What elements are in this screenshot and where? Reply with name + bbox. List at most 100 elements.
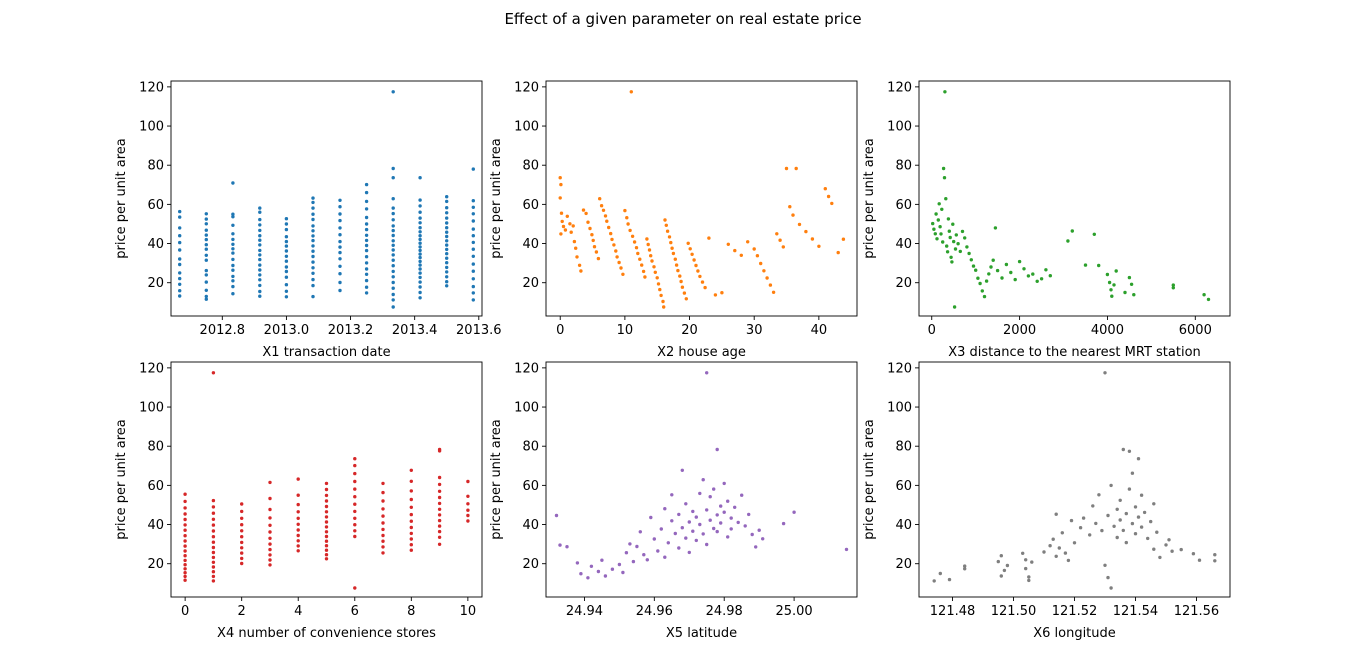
data-point [437, 475, 442, 480]
y-axis-label: price per unit area [862, 419, 877, 540]
data-point [677, 512, 681, 517]
data-point [445, 226, 449, 230]
data-point [183, 492, 187, 496]
data-point [1004, 262, 1009, 267]
data-point [659, 293, 663, 298]
data-point [324, 530, 329, 534]
data-point [311, 277, 315, 282]
data-point [178, 209, 182, 214]
data-point [183, 534, 187, 538]
data-point [409, 512, 413, 517]
y-tick-label: 80 [522, 159, 539, 174]
data-point [338, 212, 342, 216]
data-point [296, 516, 300, 520]
data-point [324, 534, 329, 539]
data-point [445, 270, 449, 274]
subplot-6: 121.48 121.50 121.52 121.54 121.56 20 40 60 80 10… [862, 361, 1231, 641]
data-point [240, 529, 244, 533]
data-point [231, 215, 235, 219]
data-point [584, 211, 588, 216]
x-tick-label: 24.98 [706, 604, 743, 619]
data-point [1030, 560, 1034, 564]
data-point [940, 207, 944, 211]
data-point [437, 535, 442, 539]
data-point [204, 258, 208, 262]
data-point [715, 513, 719, 517]
data-point [296, 544, 300, 548]
data-point [418, 296, 422, 300]
data-point [409, 537, 413, 541]
data-point [671, 251, 676, 256]
data-point [1136, 457, 1141, 461]
data-point [437, 482, 442, 487]
data-point [575, 561, 580, 565]
data-point [559, 211, 564, 215]
data-point [594, 250, 599, 254]
x-tick-label: 24.96 [636, 604, 673, 619]
x-axis-label: X3 distance to the nearest MRT station [948, 345, 1201, 360]
data-point [284, 295, 289, 299]
data-point [418, 198, 422, 202]
y-tick-label: 80 [895, 440, 912, 455]
data-point [178, 276, 182, 281]
data-point [353, 502, 357, 506]
data-point [445, 243, 449, 247]
data-point [418, 245, 422, 249]
data-point [338, 250, 342, 255]
y-tick-label: 80 [522, 440, 539, 455]
data-point [739, 253, 743, 257]
data-point [324, 481, 329, 486]
y-tick-label: 120 [514, 361, 539, 376]
data-point [1083, 263, 1088, 267]
data-point [1121, 447, 1126, 452]
data-point [211, 511, 216, 515]
data-point [284, 217, 289, 221]
data-point [575, 255, 579, 259]
y-tick-label: 100 [887, 120, 912, 135]
data-point [258, 278, 262, 282]
data-point [631, 559, 636, 564]
data-point [211, 550, 216, 555]
y-tick-label: 100 [139, 401, 164, 416]
data-point [663, 218, 667, 222]
y-tick-label: 40 [522, 237, 539, 252]
y-tick-label: 120 [887, 361, 912, 376]
data-point [733, 505, 737, 509]
data-point [621, 272, 625, 276]
data-point [258, 238, 262, 242]
data-point [284, 227, 289, 232]
data-point [364, 227, 369, 232]
y-tick-label: 120 [139, 80, 164, 95]
data-point [559, 182, 563, 187]
y-tick-label: 20 [522, 557, 539, 572]
data-point [409, 479, 413, 483]
data-point [610, 567, 615, 571]
data-point [381, 545, 385, 549]
data-point [391, 218, 395, 222]
data-point [1094, 521, 1098, 526]
data-point [1164, 543, 1168, 547]
y-tick-label: 20 [895, 276, 912, 291]
data-point [183, 517, 187, 522]
data-point [364, 233, 369, 237]
data-point [1123, 290, 1127, 295]
data-point [696, 269, 700, 273]
data-point [445, 252, 449, 256]
data-point [823, 187, 827, 191]
data-point [1027, 578, 1031, 583]
data-point [178, 240, 182, 245]
data-point [471, 298, 475, 302]
data-point [183, 571, 187, 575]
data-point [826, 194, 831, 199]
data-point [740, 493, 744, 497]
data-point [965, 245, 969, 249]
data-point [391, 239, 395, 243]
data-point [641, 269, 646, 274]
data-point [183, 578, 187, 582]
data-point [381, 514, 385, 518]
data-point [1170, 549, 1174, 553]
data-point [258, 217, 262, 222]
data-point [409, 505, 413, 509]
data-point [700, 280, 705, 284]
data-point [311, 238, 315, 243]
